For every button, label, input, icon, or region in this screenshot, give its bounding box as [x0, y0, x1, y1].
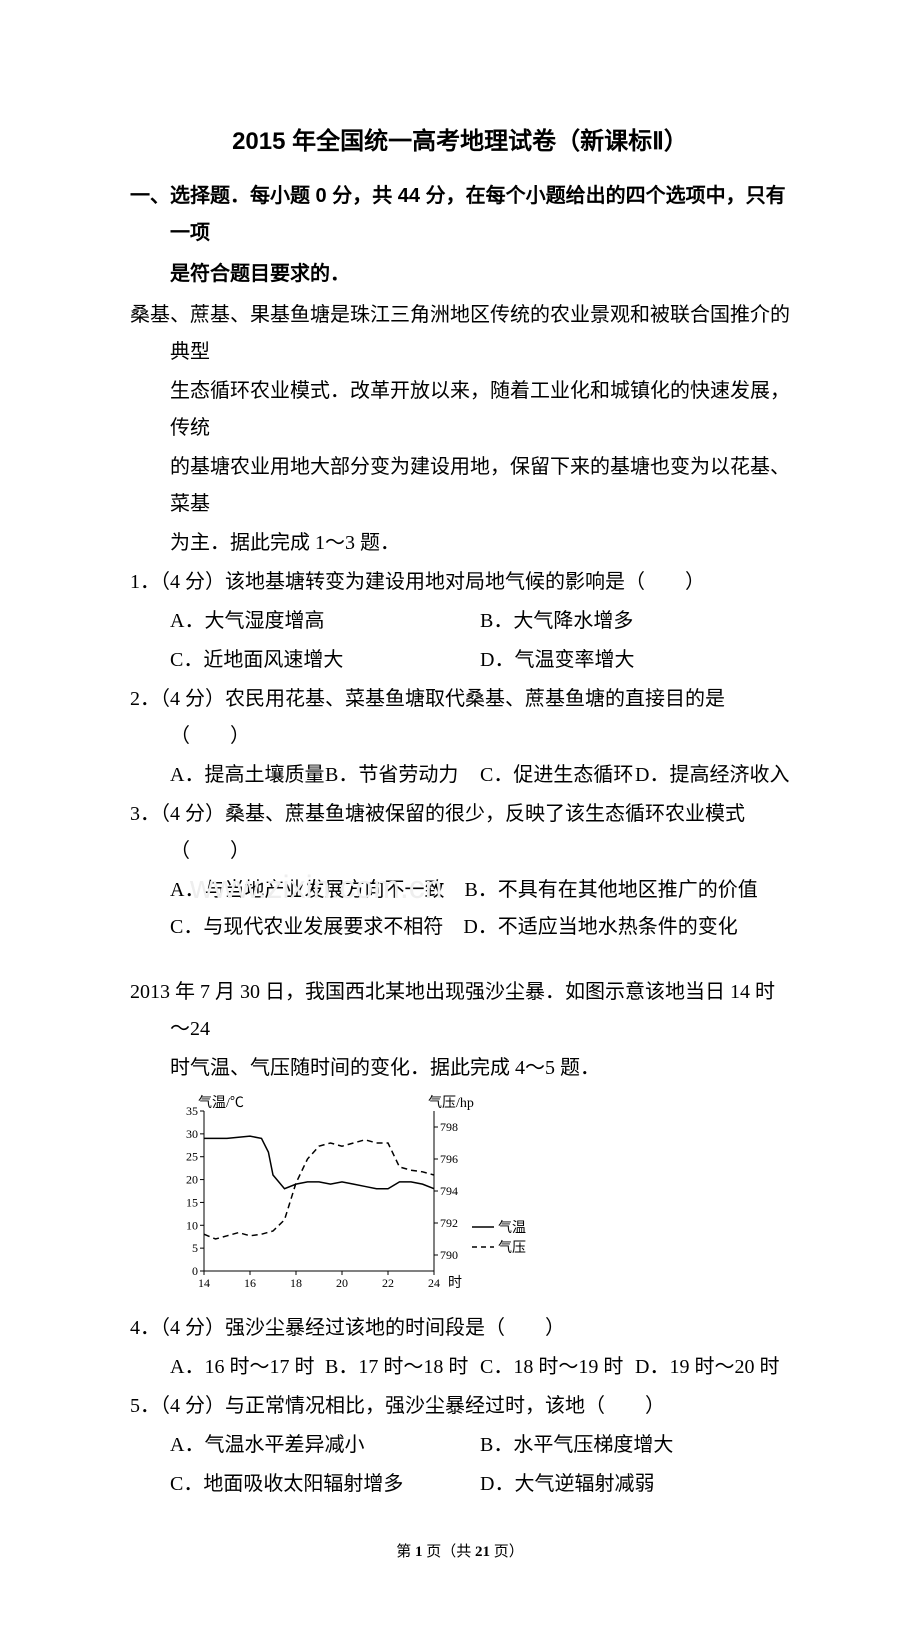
passage-line: 时气温、气压随时间的变化．据此完成 4～5 题． — [130, 1050, 790, 1087]
svg-text:22: 22 — [382, 1276, 394, 1290]
svg-text:15: 15 — [186, 1196, 198, 1210]
svg-text:30: 30 — [186, 1127, 198, 1141]
q3-options: www.zixin.com.cn A．与当地产业发展方向不一致 B．不具有在其他… — [130, 872, 790, 946]
footer-suffix: 页） — [490, 1544, 524, 1560]
svg-text:25: 25 — [186, 1150, 198, 1164]
passage-line: 桑基、蔗基、果基鱼塘是珠江三角洲地区传统的农业景观和被联合国推介的典型 — [130, 297, 790, 371]
chart-svg: 05101520253035气温/℃790792794796798气压/hp14… — [170, 1093, 530, 1293]
dual-axis-chart: 05101520253035气温/℃790792794796798气压/hp14… — [130, 1093, 790, 1306]
svg-text:5: 5 — [192, 1242, 198, 1256]
svg-text:796: 796 — [440, 1152, 458, 1166]
q2-stem: 2．（4 分）农民用花基、菜基鱼塘取代桑基、蔗基鱼塘的直接目的是（ ） — [130, 681, 790, 755]
q5-stem: 5．（4 分）与正常情况相比，强沙尘暴经过时，该地（ ） — [130, 1388, 790, 1425]
svg-text:气温: 气温 — [498, 1220, 526, 1236]
svg-text:气温/℃: 气温/℃ — [198, 1095, 244, 1111]
q2-option-c: C．促进生态循环 — [480, 757, 635, 794]
q4-option-b: B．17 时～18 时 — [325, 1349, 480, 1386]
q3-row1: A．与当地产业发展方向不一致 B．不具有在其他地区推广的价值 — [170, 872, 790, 909]
q1-option-b: B．大气降水增多 — [480, 603, 790, 640]
svg-text:10: 10 — [186, 1219, 198, 1233]
q4-option-c: C．18 时～19 时 — [480, 1349, 635, 1386]
passage-line: 生态循环农业模式．改革开放以来，随着工业化和城镇化的快速发展，传统 — [130, 373, 790, 447]
q4-options: A．16 时～17 时 B．17 时～18 时 C．18 时～19 时 D．19… — [130, 1349, 790, 1386]
passage-2: 2013 年 7 月 30 日，我国西北某地出现强沙尘暴．如图示意该地当日 14… — [130, 974, 790, 1087]
q5-option-d: D．大气逆辐射减弱 — [480, 1466, 790, 1503]
q3-option-d: D．不适应当地水热条件的变化 — [463, 916, 737, 938]
svg-text:14: 14 — [198, 1276, 210, 1290]
q3-stem: 3．（4 分）桑基、蔗基鱼塘被保留的很少，反映了该生态循环农业模式（ ） — [130, 796, 790, 870]
page-title: 2015 年全国统一高考地理试卷（新课标Ⅱ） — [130, 120, 790, 164]
q1-option-c: C．近地面风速增大 — [170, 642, 480, 679]
footer-page: 1 — [415, 1544, 423, 1560]
svg-text:24: 24 — [428, 1276, 440, 1290]
q3-option-a: A．与当地产业发展方向不一致 — [170, 879, 444, 901]
q2-option-b: B．节省劳动力 — [325, 757, 480, 794]
q2-option-d: D．提高经济收入 — [635, 757, 790, 794]
footer-prefix: 第 — [396, 1544, 415, 1560]
svg-text:气压: 气压 — [498, 1240, 526, 1256]
q1-option-d: D．气温变率增大 — [480, 642, 790, 679]
passage-line: 的基塘农业用地大部分变为建设用地，保留下来的基塘也变为以花基、菜基 — [130, 449, 790, 523]
svg-text:794: 794 — [440, 1184, 458, 1198]
section-line-1: 一、选择题．每小题 0 分，共 44 分，在每个小题给出的四个选项中，只有一项 — [130, 178, 790, 252]
q3-row2: C．与现代农业发展要求不相符 D．不适应当地水热条件的变化 — [170, 909, 790, 946]
section-line-2: 是符合题目要求的． — [130, 256, 790, 293]
svg-text:20: 20 — [336, 1276, 348, 1290]
q2-option-a: A．提高土壤质量 — [170, 757, 325, 794]
passage-line: 2013 年 7 月 30 日，我国西北某地出现强沙尘暴．如图示意该地当日 14… — [130, 974, 790, 1048]
q1-options-row1: A．大气湿度增高 B．大气降水增多 — [130, 603, 790, 640]
footer-total: 21 — [475, 1544, 490, 1560]
svg-text:20: 20 — [186, 1173, 198, 1187]
page-footer: 第 1 页（共 21 页） — [130, 1539, 790, 1567]
q1-stem: 1．（4 分）该地基塘转变为建设用地对局地气候的影响是（ ） — [130, 564, 790, 601]
q5-option-b: B．水平气压梯度增大 — [480, 1427, 790, 1464]
q3-option-c: C．与现代农业发展要求不相符 — [170, 916, 443, 938]
q5-options-row1: A．气温水平差异减小 B．水平气压梯度增大 — [130, 1427, 790, 1464]
svg-text:气压/hp: 气压/hp — [428, 1095, 474, 1111]
passage-1: 桑基、蔗基、果基鱼塘是珠江三角洲地区传统的农业景观和被联合国推介的典型 生态循环… — [130, 297, 790, 562]
q5-option-c: C．地面吸收太阳辐射增多 — [170, 1466, 480, 1503]
q1-options-row2: C．近地面风速增大 D．气温变率增大 — [130, 642, 790, 679]
q4-option-a: A．16 时～17 时 — [170, 1349, 325, 1386]
svg-text:790: 790 — [440, 1248, 458, 1262]
q2-options: A．提高土壤质量 B．节省劳动力 C．促进生态循环 D．提高经济收入 — [130, 757, 790, 794]
q1-option-a: A．大气湿度增高 — [170, 603, 480, 640]
q5-option-a: A．气温水平差异减小 — [170, 1427, 480, 1464]
svg-text:35: 35 — [186, 1104, 198, 1118]
svg-text:时: 时 — [448, 1275, 462, 1291]
svg-text:16: 16 — [244, 1276, 256, 1290]
svg-text:18: 18 — [290, 1276, 302, 1290]
section-heading: 一、选择题．每小题 0 分，共 44 分，在每个小题给出的四个选项中，只有一项 … — [130, 178, 790, 293]
q3-option-b: B．不具有在其他地区推广的价值 — [464, 879, 757, 901]
q4-stem: 4．（4 分）强沙尘暴经过该地的时间段是（ ） — [130, 1310, 790, 1347]
passage-line: 为主．据此完成 1～3 题． — [130, 525, 790, 562]
svg-text:798: 798 — [440, 1120, 458, 1134]
footer-mid: 页（共 — [422, 1544, 475, 1560]
q5-options-row2: C．地面吸收太阳辐射增多 D．大气逆辐射减弱 — [130, 1466, 790, 1503]
q4-option-d: D．19 时～20 时 — [635, 1349, 790, 1386]
svg-text:792: 792 — [440, 1216, 458, 1230]
